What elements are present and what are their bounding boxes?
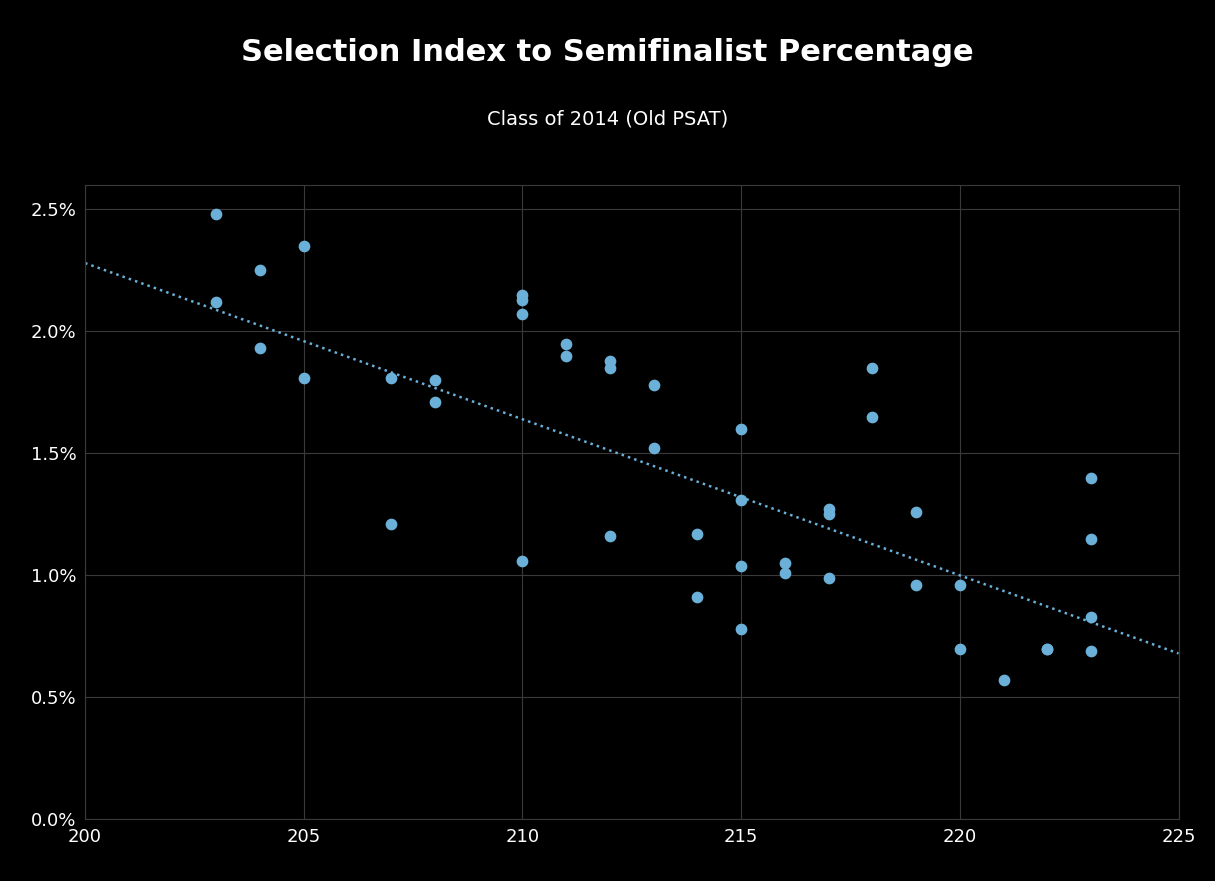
Point (556, 337, 576, 351)
Point (775, 566, 795, 580)
Point (731, 559, 751, 573)
Point (1081, 470, 1101, 485)
Point (644, 441, 663, 455)
Point (819, 507, 838, 522)
Point (382, 371, 401, 385)
Point (250, 263, 270, 278)
Point (731, 492, 751, 507)
Point (1038, 641, 1057, 655)
Text: Selection Index to Semifinalist Percentage: Selection Index to Semifinalist Percenta… (242, 39, 973, 67)
Point (600, 529, 620, 544)
Point (950, 641, 970, 655)
Point (294, 371, 313, 385)
Point (600, 353, 620, 367)
Point (556, 349, 576, 363)
Point (425, 395, 445, 409)
Point (513, 288, 532, 302)
Point (513, 307, 532, 322)
Point (775, 556, 795, 570)
Point (906, 578, 926, 592)
Point (425, 374, 445, 388)
Point (1081, 644, 1101, 658)
Point (513, 553, 532, 567)
Point (994, 673, 1013, 687)
Point (950, 578, 970, 592)
Point (688, 527, 707, 541)
Point (688, 590, 707, 604)
Point (731, 422, 751, 436)
Point (731, 622, 751, 636)
Point (819, 571, 838, 585)
Text: Class of 2014 (Old PSAT): Class of 2014 (Old PSAT) (487, 109, 728, 129)
Point (644, 378, 663, 392)
Point (1038, 641, 1057, 655)
Point (906, 505, 926, 519)
Point (819, 502, 838, 516)
Point (207, 207, 226, 221)
Point (863, 410, 882, 424)
Point (250, 342, 270, 356)
Point (600, 361, 620, 375)
Point (294, 239, 313, 253)
Point (1081, 610, 1101, 624)
Point (513, 292, 532, 307)
Point (382, 517, 401, 531)
Point (207, 295, 226, 309)
Point (863, 361, 882, 375)
Point (1081, 532, 1101, 546)
